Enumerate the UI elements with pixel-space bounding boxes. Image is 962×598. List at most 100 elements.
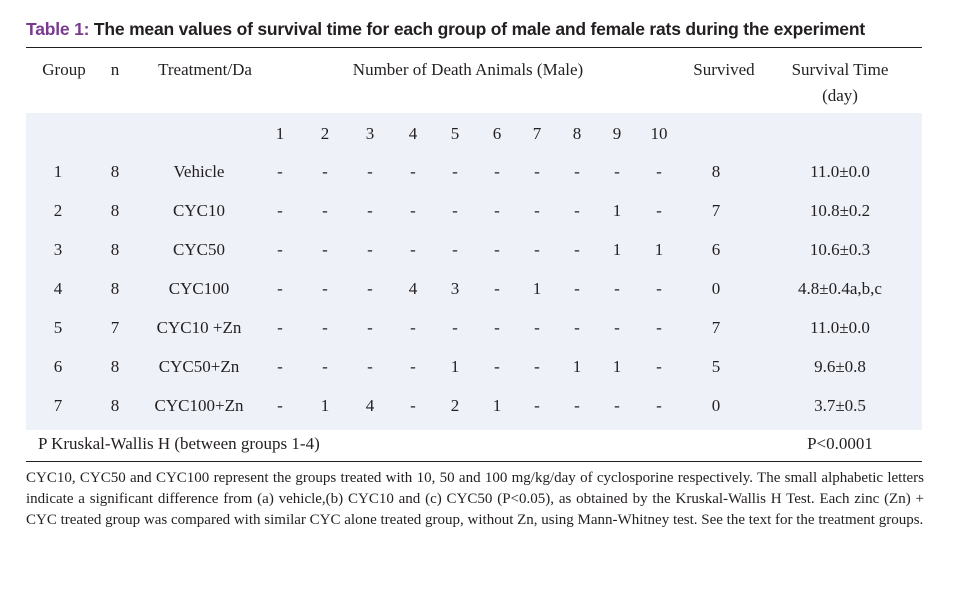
- cell-group: 4: [53, 279, 63, 298]
- table-caption: Table 1: The mean values of survival tim…: [26, 19, 926, 40]
- cell-death-count: 1: [612, 240, 622, 259]
- cell-death-count: -: [322, 240, 328, 259]
- day-header: 3: [365, 124, 375, 143]
- table-label: Table 1:: [26, 19, 90, 39]
- cell-death-count: -: [534, 396, 540, 415]
- header-deaths: Number of Death Animals (Male): [352, 60, 584, 79]
- cell-death-count: 2: [450, 396, 460, 415]
- cell-treatment: CYC50: [173, 240, 225, 259]
- cell-death-count: -: [656, 162, 662, 181]
- day-header: 1: [275, 124, 285, 143]
- cell-treatment: Vehicle: [173, 162, 225, 181]
- cell-survived: 7: [711, 318, 721, 337]
- cell-death-count: -: [494, 357, 500, 376]
- header-n: n: [110, 60, 120, 79]
- day-header: 5: [450, 124, 460, 143]
- header-treatment: Treatment/Da: [158, 60, 252, 79]
- stat-value: P<0.0001: [807, 434, 873, 453]
- cell-death-count: -: [452, 201, 458, 220]
- cell-death-count: -: [494, 240, 500, 259]
- cell-death-count: -: [322, 201, 328, 220]
- cell-death-count: -: [656, 279, 662, 298]
- cell-death-count: -: [494, 279, 500, 298]
- cell-death-count: -: [574, 318, 580, 337]
- cell-survival-time: 10.6±0.3: [809, 240, 871, 259]
- day-header: 9: [612, 124, 622, 143]
- header-group: Group: [42, 60, 86, 79]
- cell-death-count: -: [656, 396, 662, 415]
- cell-death-count: -: [277, 396, 283, 415]
- cell-group: 5: [53, 318, 63, 337]
- cell-death-count: -: [534, 240, 540, 259]
- cell-death-count: -: [410, 318, 416, 337]
- cell-group: 2: [53, 201, 63, 220]
- cell-death-count: -: [410, 240, 416, 259]
- cell-death-count: -: [322, 162, 328, 181]
- cell-group: 1: [53, 162, 63, 181]
- cell-group: 7: [53, 396, 63, 415]
- stat-label: P Kruskal-Wallis H (between groups 1-4): [38, 434, 320, 453]
- cell-n: 8: [110, 396, 120, 415]
- header-survival-time: Survival Time: [791, 60, 889, 79]
- cell-death-count: 4: [365, 396, 375, 415]
- cell-death-count: 1: [320, 396, 330, 415]
- cell-death-count: -: [614, 396, 620, 415]
- cell-death-count: -: [534, 201, 540, 220]
- cell-death-count: -: [452, 162, 458, 181]
- cell-death-count: 3: [450, 279, 460, 298]
- cell-death-count: -: [494, 162, 500, 181]
- day-header: 10: [650, 124, 668, 143]
- cell-n: 8: [110, 201, 120, 220]
- day-header: 4: [408, 124, 418, 143]
- cell-death-count: 1: [654, 240, 664, 259]
- cell-death-count: -: [367, 357, 373, 376]
- cell-death-count: -: [574, 240, 580, 259]
- cell-survived: 7: [711, 201, 721, 220]
- day-header: 7: [532, 124, 542, 143]
- cell-death-count: -: [656, 201, 662, 220]
- header-survived: Survived: [693, 60, 755, 79]
- cell-death-count: -: [574, 396, 580, 415]
- cell-treatment: CYC10: [173, 201, 225, 220]
- cell-death-count: 1: [492, 396, 502, 415]
- cell-death-count: 4: [408, 279, 418, 298]
- cell-death-count: -: [322, 357, 328, 376]
- cell-treatment: CYC100: [168, 279, 230, 298]
- cell-treatment: CYC50+Zn: [158, 357, 240, 376]
- cell-survival-time: 3.7±0.5: [814, 396, 866, 415]
- cell-death-count: 1: [450, 357, 460, 376]
- cell-death-count: -: [656, 357, 662, 376]
- cell-n: 8: [110, 240, 120, 259]
- cell-survived: 5: [711, 357, 721, 376]
- cell-death-count: -: [410, 162, 416, 181]
- cell-death-count: -: [534, 318, 540, 337]
- cell-death-count: -: [277, 162, 283, 181]
- cell-survived: 8: [711, 162, 721, 181]
- cell-death-count: -: [494, 318, 500, 337]
- cell-survival-time: 11.0±0.0: [810, 318, 870, 337]
- cell-group: 6: [53, 357, 63, 376]
- cell-death-count: -: [574, 201, 580, 220]
- cell-death-count: -: [574, 279, 580, 298]
- cell-death-count: -: [367, 279, 373, 298]
- cell-treatment: CYC100+Zn: [154, 396, 244, 415]
- cell-death-count: -: [277, 240, 283, 259]
- cell-death-count: -: [277, 357, 283, 376]
- table-body-shading: [26, 113, 922, 430]
- table-footnote: CYC10, CYC50 and CYC100 represent the gr…: [26, 470, 924, 528]
- cell-death-count: -: [574, 162, 580, 181]
- table-bottom-rule: [26, 461, 922, 462]
- cell-death-count: 1: [612, 201, 622, 220]
- cell-death-count: -: [534, 357, 540, 376]
- cell-death-count: -: [614, 318, 620, 337]
- cell-death-count: -: [322, 279, 328, 298]
- cell-death-count: 1: [532, 279, 542, 298]
- cell-survival-time: 9.6±0.8: [814, 357, 866, 376]
- cell-death-count: -: [277, 318, 283, 337]
- cell-death-count: -: [367, 318, 373, 337]
- cell-death-count: -: [410, 201, 416, 220]
- cell-death-count: -: [534, 162, 540, 181]
- cell-n: 8: [110, 279, 120, 298]
- table-title: The mean values of survival time for eac…: [89, 19, 865, 39]
- cell-survived: 0: [711, 279, 721, 298]
